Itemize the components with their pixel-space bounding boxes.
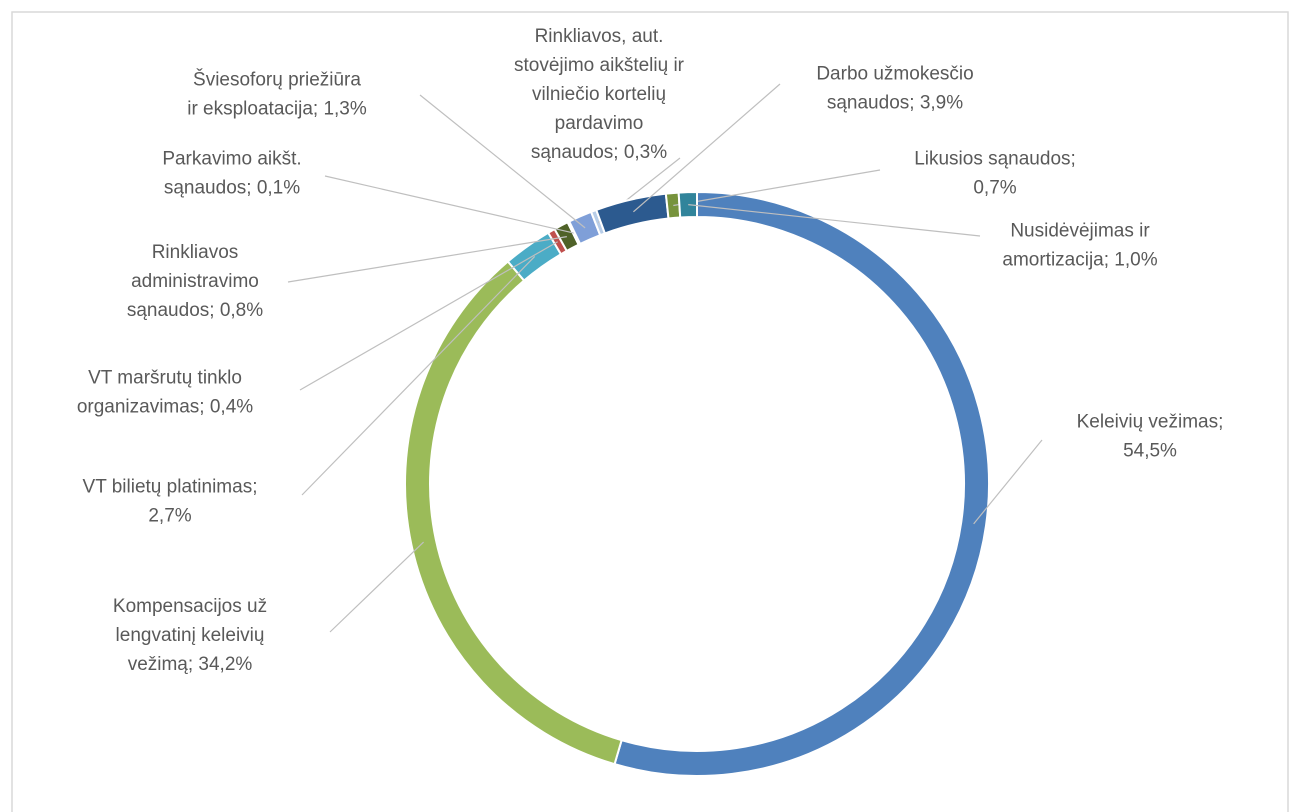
leader-line	[673, 169, 881, 207]
leader-line	[973, 439, 1043, 525]
data-label-line: administravimo	[131, 271, 259, 292]
data-label-line: lengvatinį keleivių	[116, 625, 265, 646]
data-label-line: Šviesoforų priežiūra	[193, 69, 361, 91]
data-label-line: amortizacija; 1,0%	[1002, 250, 1157, 271]
data-label: Rinkliavos administravimo sąnaudos; 0,8%	[127, 242, 263, 321]
chart-frame	[11, 11, 1289, 812]
data-label-line: Nusidėvėjimas ir	[1010, 221, 1150, 242]
data-label-line: Likusios sąnaudos;	[914, 149, 1076, 170]
donut-slice	[677, 190, 698, 219]
leader-line	[329, 541, 425, 633]
data-label-line: sąnaudos; 0,1%	[164, 178, 300, 199]
data-label: Rinkliavos, aut. stovėjimo aikštelių ir vi…	[514, 26, 685, 163]
data-label: Keleivių vežimas; 54,5%	[1077, 412, 1224, 462]
data-label-line: Rinkliavos, aut.	[535, 26, 664, 47]
data-label-line: pardavimo	[555, 113, 644, 134]
data-label-line: Darbo užmokesčio	[816, 64, 973, 85]
data-label: Darbo užmokesčio sąnaudos; 3,9%	[816, 64, 973, 114]
data-label: Likusios sąnaudos; 0,7%	[914, 149, 1076, 199]
data-label-line: Rinkliavos	[152, 242, 239, 263]
data-label-line: sąnaudos; 3,9%	[827, 93, 963, 114]
data-label-line: VT maršrutų tinklo	[88, 368, 242, 389]
leader-line	[287, 236, 567, 283]
data-label-line: Kompensacijos už	[113, 596, 267, 617]
leader-line	[688, 204, 981, 237]
leader-line	[301, 256, 536, 496]
data-label: Nusidėvėjimas ir amortizacija; 1,0%	[1002, 221, 1157, 271]
data-label-line: stovėjimo aikštelių ir	[514, 55, 685, 76]
leader-line	[633, 83, 781, 213]
data-label-line: 54,5%	[1123, 441, 1177, 462]
data-label-line: 0,7%	[973, 178, 1016, 199]
data-label-line: Keleivių vežimas;	[1077, 412, 1224, 433]
data-label-line: VT bilietų platinimas;	[83, 477, 258, 498]
data-label-line: ir eksploatacija; 1,3%	[187, 99, 367, 120]
leader-line	[419, 94, 586, 229]
data-label-line: 2,7%	[148, 506, 191, 527]
data-label-line: vilniečio kortelių	[532, 84, 666, 105]
data-label-line: Parkavimo aikšt.	[162, 149, 301, 170]
data-label-line: sąnaudos; 0,8%	[127, 300, 263, 321]
data-label: Parkavimo aikšt. sąnaudos; 0,1%	[162, 149, 301, 199]
data-label-line: sąnaudos; 0,3%	[531, 142, 667, 163]
data-label-line: organizavimas; 0,4%	[77, 397, 253, 418]
leader-line	[299, 241, 558, 391]
data-label: Šviesoforų priežiūra ir eksploatacija; 1,…	[187, 69, 367, 120]
data-label: VT maršrutų tinklo organizavimas; 0,4%	[77, 368, 253, 418]
data-label-line: vežimą; 34,2%	[128, 654, 253, 675]
data-label: Kompensacijos už lengvatinį keleivių vežim…	[113, 596, 267, 675]
data-label: VT bilietų platinimas; 2,7%	[83, 477, 258, 527]
leader-line	[324, 175, 575, 234]
